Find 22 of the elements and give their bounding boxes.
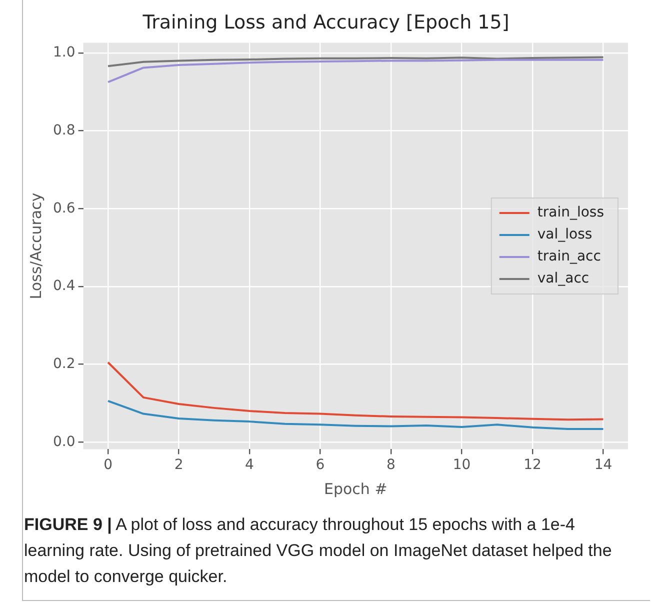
x-tick-label: 14 bbox=[594, 457, 612, 474]
legend-label: val_loss bbox=[537, 226, 592, 243]
caption: FIGURE 9 | A plot of loss and accuracy throughout 15 epochs with a 1e-4 learning rate. Using of pretrained VGG model on ImageNet dataset helped the model to converge quicker. bbox=[24, 514, 613, 588]
y-tick-label: 0.6 bbox=[53, 200, 76, 216]
y-axis-title: Loss/Accuracy bbox=[26, 192, 45, 300]
legend-label: train_acc bbox=[537, 248, 601, 265]
x-tick-label: 6 bbox=[316, 457, 325, 474]
x-tick-label: 2 bbox=[174, 457, 184, 474]
x-tick-label: 8 bbox=[386, 457, 396, 474]
y-tick-label: 0.0 bbox=[53, 434, 76, 450]
y-tick-label: 1.0 bbox=[53, 44, 76, 61]
y-tick-label: 0.8 bbox=[53, 122, 76, 138]
y-tick-label: 0.2 bbox=[53, 356, 76, 372]
chart-title: Training Loss and Accuracy [Epoch 15] bbox=[142, 11, 510, 34]
y-tick-label: 0.4 bbox=[53, 278, 76, 294]
x-tick-label: 4 bbox=[245, 457, 254, 474]
x-tick-label: 12 bbox=[524, 457, 542, 474]
legend-label: train_loss bbox=[537, 204, 604, 221]
x-tick-label: 10 bbox=[452, 457, 471, 474]
legend-label: val_acc bbox=[537, 270, 590, 287]
x-tick-label: 0 bbox=[104, 457, 112, 474]
x-axis-title: Epoch # bbox=[324, 480, 388, 498]
